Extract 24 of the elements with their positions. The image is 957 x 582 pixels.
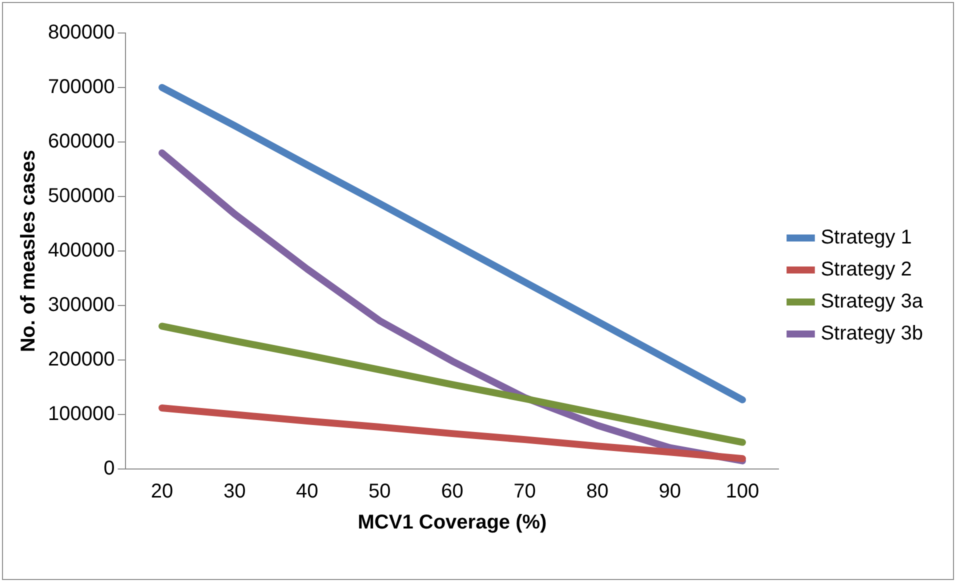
x-tick-label: 100 — [726, 480, 760, 503]
legend-label: Strategy 3b — [820, 322, 924, 345]
y-tick-label: 100000 — [48, 403, 115, 426]
x-tick-label: 80 — [586, 480, 608, 503]
legend-label: Strategy 1 — [820, 226, 912, 249]
x-tick-label: 60 — [441, 480, 464, 503]
x-tick-label: 50 — [368, 480, 391, 503]
x-axis-title: MCV1 Coverage (%) — [358, 512, 547, 534]
y-tick-label: 400000 — [48, 240, 115, 262]
y-tick-label: 800000 — [48, 22, 115, 44]
y-tick-label: 600000 — [48, 130, 115, 153]
x-tick-label: 30 — [223, 480, 246, 503]
x-tick-label: 40 — [296, 480, 318, 503]
y-tick-label: 300000 — [48, 294, 115, 316]
x-tick-label: 70 — [514, 480, 536, 503]
x-tick-label: 20 — [150, 480, 174, 503]
y-tick-label: 500000 — [48, 185, 115, 208]
x-tick-label: 90 — [658, 480, 682, 503]
y-axis-title: No. of measles cases — [18, 150, 40, 352]
y-tick-label: 200000 — [48, 348, 115, 371]
y-tick-label: 700000 — [48, 76, 115, 98]
legend-label: Strategy 2 — [820, 258, 912, 281]
legend-label: Strategy 3a — [820, 290, 924, 313]
y-tick-label: 0 — [104, 458, 115, 480]
